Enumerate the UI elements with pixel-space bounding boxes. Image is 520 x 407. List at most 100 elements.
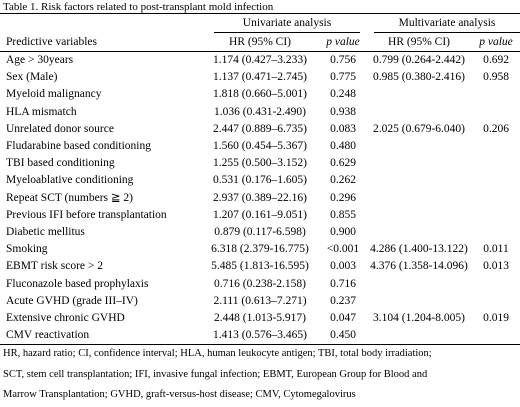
univariate-hr-cell: 1.174 (0.427–3.233) <box>213 54 307 66</box>
risk-factor-table: Univariate analysis Multivariate analysi… <box>0 13 520 346</box>
multivariate-hr-cell <box>366 190 472 207</box>
variable-cell: CMV reactivation <box>0 327 200 346</box>
univariate-hr-cell: 1.413 (0.576–3.465) <box>200 327 320 346</box>
multivariate-hr-cell: 2.025 (0.679-6.040) <box>373 122 465 135</box>
univariate-p-cell: 0.629 <box>330 157 356 170</box>
univariate-hr-cell: 1.207 (0.161–9.051) <box>213 208 307 221</box>
univariate-p-cell: <0.001 <box>326 243 360 256</box>
variable-cell: Smoking <box>6 243 48 256</box>
univariate-hr-cell: 2.937 (0.389–22.16) <box>213 191 307 204</box>
multivariate-p-cell <box>472 155 520 172</box>
multivariate-p-cell <box>472 207 520 224</box>
table-row: Unrelated donor source 2.447 (0.889–6.735… <box>0 121 520 138</box>
univariate-p-cell: 0.855 <box>330 208 356 221</box>
table-row: Fludarabine based conditioning 1.560 (0.4… <box>0 138 520 155</box>
univariate-p-cell: 0.237 <box>330 294 356 307</box>
univariate-hr-cell: 2.111 (0.613–7.271) <box>213 294 307 307</box>
multivariate-hr-cell <box>366 276 472 293</box>
variable-cell: Myeloid malignancy <box>6 88 102 101</box>
table-row: TBI based conditioning 1.255 (0.500–3.152… <box>0 155 520 172</box>
footnote-line: Marrow Transplantation; GVHD, graft-vers… <box>3 389 356 400</box>
univariate-hr-cell: 1.818 (0.660–5.001) <box>213 88 307 101</box>
table-row: Previous IFI before transplantation 1.207… <box>0 207 520 224</box>
univariate-p-cell: 0.450 <box>320 327 366 346</box>
variable-cell: Myeloablative conditioning <box>6 174 134 187</box>
multivariate-hr-cell <box>366 104 472 121</box>
variable-cell: HLA mismatch <box>6 105 77 118</box>
univariate-p-cell: 0.047 <box>330 312 356 325</box>
variable-cell: Age > 30years <box>6 54 74 66</box>
variable-cell: Unrelated donor source <box>6 122 114 135</box>
multivariate-group-text: Multivariate analysis <box>374 14 520 33</box>
table-footnote: HR, hazard ratio; CI, confidence interva… <box>3 344 517 406</box>
univariate-hr-cell: 1.036 (0.431-2.490) <box>214 105 306 118</box>
univariate-group-text: Univariate analysis <box>214 14 360 33</box>
header-univariate-p: p value <box>320 33 366 52</box>
univariate-p-cell: 0.083 <box>330 122 356 135</box>
variable-cell: Previous IFI before transplantation <box>6 208 167 221</box>
variable-cell: Repeat SCT (numbers ≧ 2) <box>6 191 133 204</box>
univariate-p-cell: 0.248 <box>330 88 356 101</box>
table-row: EBMT risk score > 2 5.485 (1.813-16.595) 0… <box>0 258 520 275</box>
multivariate-hr-cell: 0.985 (0.380-2.416) <box>373 71 465 84</box>
multivariate-hr-cell <box>366 86 472 103</box>
table-row: Extensive chronic GVHD 2.448 (1.013-5.917… <box>0 310 520 327</box>
multivariate-p-cell <box>472 327 520 346</box>
univariate-hr-cell: 1.255 (0.500–3.152) <box>213 157 307 170</box>
multivariate-p-cell: 0.013 <box>483 260 509 273</box>
univariate-p-cell: 0.480 <box>330 140 356 153</box>
group-header-row: Univariate analysis Multivariate analysi… <box>0 13 520 33</box>
multivariate-hr-cell <box>366 224 472 241</box>
header-multivariate-hr: HR (95% CI) <box>366 33 472 52</box>
table-row: HLA mismatch 1.036 (0.431-2.490) 0.938 <box>0 104 520 121</box>
variable-cell: Extensive chronic GVHD <box>6 312 125 325</box>
multivariate-hr-cell <box>366 207 472 224</box>
variable-cell: Fluconazole based prophylaxis <box>6 277 149 290</box>
variable-cell: Sex (Male) <box>6 71 58 84</box>
footnote-line: HR, hazard ratio; CI, confidence interva… <box>3 348 432 359</box>
multivariate-hr-cell: 0.799 (0.264-2.442) <box>373 54 465 66</box>
univariate-hr-cell: 2.447 (0.889–6.735) <box>213 122 307 135</box>
multivariate-p-cell <box>472 104 520 121</box>
univariate-p-cell: 0.296 <box>330 191 356 204</box>
table-row: Diabetic mellitus 0.879 (0.117-6.598) 0.90… <box>0 224 520 241</box>
multivariate-group-label: Multivariate analysis <box>366 13 520 33</box>
column-header-row: Predictive variables HR (95% CI) p value… <box>0 33 520 52</box>
table-row: Fluconazole based prophylaxis 0.716 (0.23… <box>0 276 520 293</box>
univariate-hr-cell: 1.137 (0.471–2.745) <box>213 71 307 84</box>
variable-cell: Acute GVHD (grade III–IV) <box>6 294 138 307</box>
univariate-hr-cell: 6.318 (2.379-16.775) <box>211 243 309 256</box>
multivariate-p-cell <box>472 224 520 241</box>
table-caption: Table 1. Risk factors related to post-tr… <box>3 1 274 13</box>
table-row: Acute GVHD (grade III–IV) 2.111 (0.613–7.… <box>0 293 520 310</box>
header-multivariate-p: p value <box>472 33 520 52</box>
univariate-hr-cell: 1.560 (0.454–5.367) <box>213 140 307 153</box>
table-row: Myeloid malignancy 1.818 (0.660–5.001) 0.2… <box>0 86 520 103</box>
variable-cell: Diabetic mellitus <box>6 226 85 239</box>
univariate-p-cell: 0.900 <box>330 226 356 239</box>
header-univariate-hr: HR (95% CI) <box>200 33 320 52</box>
univariate-hr-cell: 5.485 (1.813-16.595) <box>211 260 309 273</box>
univariate-hr-cell: 0.879 (0.117-6.598) <box>214 226 306 239</box>
univariate-hr-cell: 0.531 (0.176–1.605) <box>213 174 307 187</box>
multivariate-hr-cell <box>366 293 472 310</box>
multivariate-p-cell: 0.019 <box>483 312 509 325</box>
univariate-p-cell: 0.756 <box>330 54 356 66</box>
univariate-p-cell: 0.262 <box>330 174 356 187</box>
multivariate-p-cell: 0.692 <box>483 54 509 66</box>
multivariate-p-cell <box>472 293 520 310</box>
univariate-hr-cell: 2.448 (1.013-5.917) <box>214 312 306 325</box>
univariate-group-label: Univariate analysis <box>200 13 366 33</box>
multivariate-hr-cell: 4.376 (1.358-14.096) <box>370 260 468 273</box>
multivariate-p-cell <box>472 86 520 103</box>
univariate-p-cell: 0.775 <box>330 71 356 84</box>
table-row: CMV reactivation 1.413 (0.576–3.465) 0.450 <box>0 327 520 346</box>
header-variable: Predictive variables <box>0 33 200 52</box>
variable-cell: Fludarabine based conditioning <box>6 140 151 153</box>
group-header-empty <box>0 13 200 33</box>
table-row: Smoking 6.318 (2.379-16.775) <0.001 4.286 (… <box>0 241 520 258</box>
multivariate-hr-cell <box>366 155 472 172</box>
table-row: Age > 30years 1.174 (0.427–3.233) 0.756 0.7… <box>0 52 520 70</box>
multivariate-p-cell <box>472 190 520 207</box>
table-row: Repeat SCT (numbers ≧ 2) 2.937 (0.389–22.… <box>0 190 520 207</box>
